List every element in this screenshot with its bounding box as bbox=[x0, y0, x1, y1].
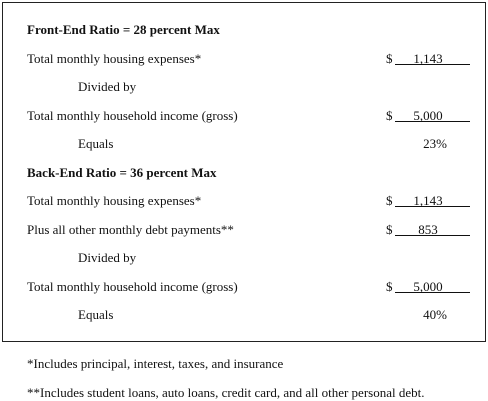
currency: $ bbox=[386, 278, 393, 294]
currency: $ bbox=[386, 221, 393, 237]
result: 23% bbox=[423, 136, 447, 151]
row-label: Equals bbox=[78, 307, 114, 322]
row-label: Total monthly household income (gross) bbox=[27, 107, 238, 123]
currency: $ bbox=[386, 193, 393, 208]
blank-line bbox=[395, 120, 470, 122]
blank-line bbox=[395, 234, 470, 236]
blank-line bbox=[395, 291, 470, 293]
blank-line bbox=[395, 63, 470, 65]
row-label: Divided by bbox=[78, 79, 137, 94]
result: 40% bbox=[423, 307, 447, 322]
worksheet-box bbox=[2, 2, 486, 342]
amount: 1,143 bbox=[413, 50, 443, 66]
blank-line bbox=[395, 206, 470, 207]
row-label: Equals bbox=[78, 136, 114, 151]
footnote: *Includes principal, interest, taxes, an… bbox=[27, 356, 284, 371]
section-title: Front-End Ratio = 28 percent Max bbox=[27, 22, 220, 37]
row-label: Total monthly housing expenses* bbox=[27, 50, 202, 66]
currency: $ bbox=[386, 107, 393, 123]
footnote: **Includes student loans, auto loans, cr… bbox=[27, 385, 425, 400]
amount: 853 bbox=[418, 221, 438, 237]
amount: 5,000 bbox=[413, 107, 443, 123]
row-label: Divided by bbox=[78, 250, 137, 265]
row-label: Total monthly household income (gross) bbox=[27, 278, 238, 294]
currency: $ bbox=[386, 50, 393, 66]
row-label: Total monthly housing expenses* bbox=[27, 193, 202, 208]
section-title: Back-End Ratio = 36 percent Max bbox=[27, 164, 217, 180]
row-label: Plus all other monthly debt payments** bbox=[27, 221, 234, 237]
amount: 5,000 bbox=[413, 278, 443, 294]
amount: 1,143 bbox=[413, 193, 443, 208]
